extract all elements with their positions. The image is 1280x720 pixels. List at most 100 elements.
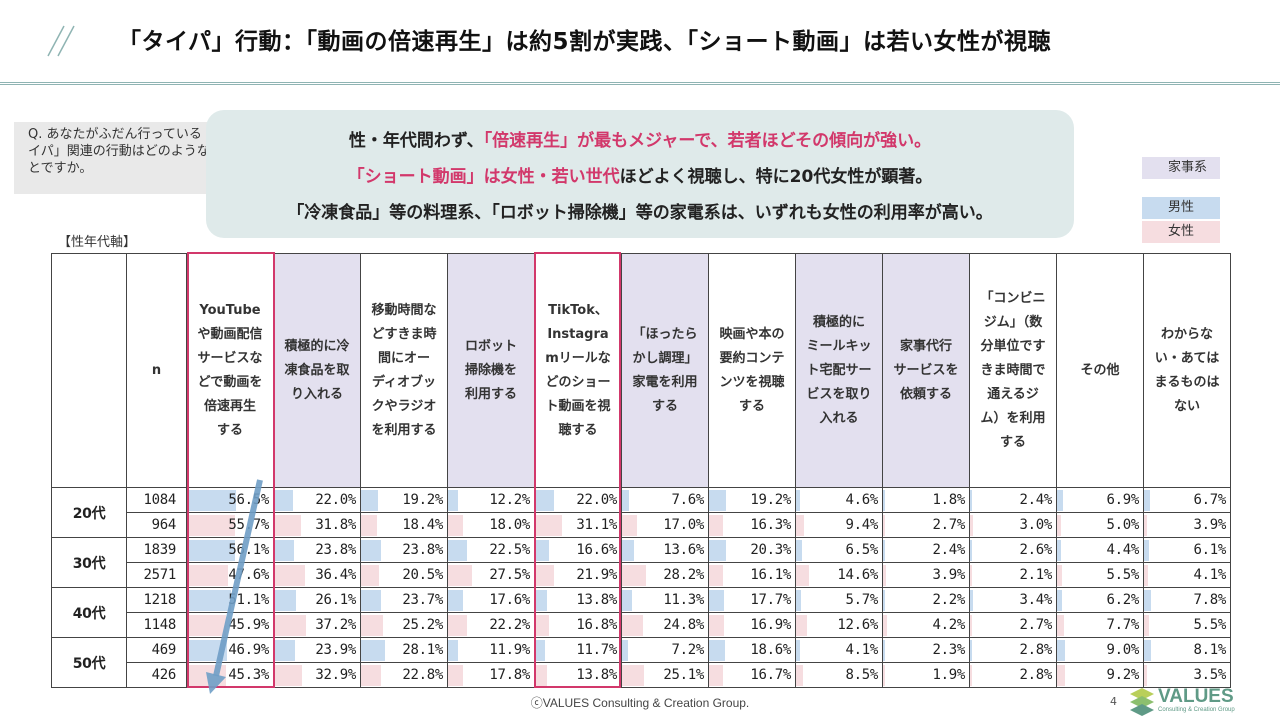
value-cell: 23.7% [360,587,448,613]
value-bar [796,490,800,511]
value-label: 11.9% [489,642,530,658]
value-cell: 13.8% [534,587,622,613]
table-row: 964 55.7% 31.8% 18.4% 18.0% 31.1% 17.0% 16.3% 9.… [52,512,1231,538]
value-cell: 2.4% [882,537,970,563]
column-header-line: り入れる [290,386,343,402]
value-bar [187,565,228,586]
value-bar [274,640,295,661]
value-label: 16.1% [750,567,791,583]
value-cell: 7.6% [621,487,709,513]
value-label: 4.4% [1106,542,1139,558]
column-header: 「コンビニ ジム」（数 分単位です きま時間で 通えるジ ム）を利用 する [969,253,1057,488]
value-bar [883,665,885,686]
column-header-line: 倍速再生 [203,398,256,414]
value-cell: 18.6% [708,637,796,663]
column-header-line: 「ほったら [632,326,698,342]
value-bar [622,615,644,636]
value-label: 22.8% [402,667,443,683]
value-cell: 3.9% [882,562,970,588]
value-cell: 14.6% [795,562,883,588]
value-cell: 13.8% [534,662,622,688]
value-cell: 55.7% [186,512,274,538]
value-bar [622,590,632,611]
value-label: 25.2% [402,617,443,633]
value-label: 9.2% [1106,667,1139,683]
value-label: 3.9% [1193,517,1226,533]
value-cell: 4.6% [795,487,883,513]
value-bar [448,590,464,611]
value-bar [535,515,562,536]
title-slash-icon [47,25,75,57]
value-label: 2.4% [1019,492,1052,508]
value-label: 2.7% [1019,617,1052,633]
page-title: 「タイパ」行動：「動画の倍速再生」は約5割が実践、「ショート動画」は若い女性が視… [118,29,1052,55]
value-bar [970,590,973,611]
column-header-line: い・あては [1154,350,1220,366]
value-label: 4.6% [845,492,878,508]
value-bar [1144,515,1148,536]
legend-female: 女性 [1142,221,1220,243]
column-header-line: ロボット [464,338,517,354]
value-label: 4.1% [1193,567,1226,583]
column-header-line: 家電を利用 [632,374,698,390]
column-header-line: を利用する [371,422,437,438]
value-label: 18.0% [489,517,530,533]
column-header-line: サービスな [197,350,263,366]
value-cell: 25.1% [621,662,709,688]
value-cell: 17.6% [447,587,535,613]
value-bar [361,490,378,511]
value-label: 56.5% [228,492,269,508]
value-label: 17.8% [489,667,530,683]
value-cell: 17.7% [708,587,796,613]
value-bar [274,515,302,536]
value-cell: 5.7% [795,587,883,613]
value-label: 8.5% [845,667,878,683]
value-cell: 4.1% [1143,562,1231,588]
column-header: 移動時間な どすきま時 間にオー ディオブッ クやラジオ を利用する [360,253,448,488]
value-cell: 11.7% [534,637,622,663]
table-row: 426 45.3% 32.9% 22.8% 17.8% 13.8% 25.1% 16.7% 8.… [52,662,1231,688]
column-header-line: 積極的に [812,314,865,330]
value-bar [448,565,472,586]
value-label: 20.5% [402,567,443,583]
value-label: 45.9% [228,617,269,633]
value-cell: 2.4% [969,487,1057,513]
value-cell: 7.7% [1056,612,1144,638]
summary-line-3: 「冷凍食品」等の料理系、「ロボット掃除機」等の家電系は、いずれも女性の利用率が高… [206,195,1074,231]
value-cell: 5.5% [1143,612,1231,638]
column-header: その他 [1056,253,1144,488]
value-cell: 1.9% [882,662,970,688]
sample-size: 1084 [126,487,187,513]
value-label: 16.7% [750,667,791,683]
column-header-line: ない [1173,398,1200,414]
column-header-line: 積極的に冷 [284,338,350,354]
value-bar [535,590,547,611]
value-label: 5.5% [1106,567,1139,583]
value-cell: 22.0% [273,487,361,513]
value-bar [1144,640,1151,661]
value-label: 23.9% [315,642,356,658]
value-cell: 19.2% [360,487,448,513]
summary-line-2: 「ショート動画」は女性・若い世代ほどよく視聴し、特に20代女性が顕著。 [206,159,1074,195]
value-cell: 16.6% [534,537,622,563]
value-cell: 45.3% [186,662,274,688]
value-label: 6.9% [1106,492,1139,508]
value-bar [535,640,546,661]
column-header-line: 映画や本の [719,326,785,342]
value-label: 47.6% [228,567,269,583]
value-label: 22.0% [315,492,356,508]
value-bar [535,615,550,636]
value-cell: 9.2% [1056,662,1144,688]
column-header-line: や動画配信 [197,326,263,342]
value-cell: 21.9% [534,562,622,588]
value-label: 16.8% [576,617,617,633]
value-bar [796,640,800,661]
value-bar [1057,590,1063,611]
sample-size: 1218 [126,587,187,613]
value-cell: 7.2% [621,637,709,663]
value-label: 1.9% [932,667,965,683]
value-cell: 12.6% [795,612,883,638]
value-cell: 26.1% [273,587,361,613]
value-bar [448,665,464,686]
value-bar [622,565,647,586]
